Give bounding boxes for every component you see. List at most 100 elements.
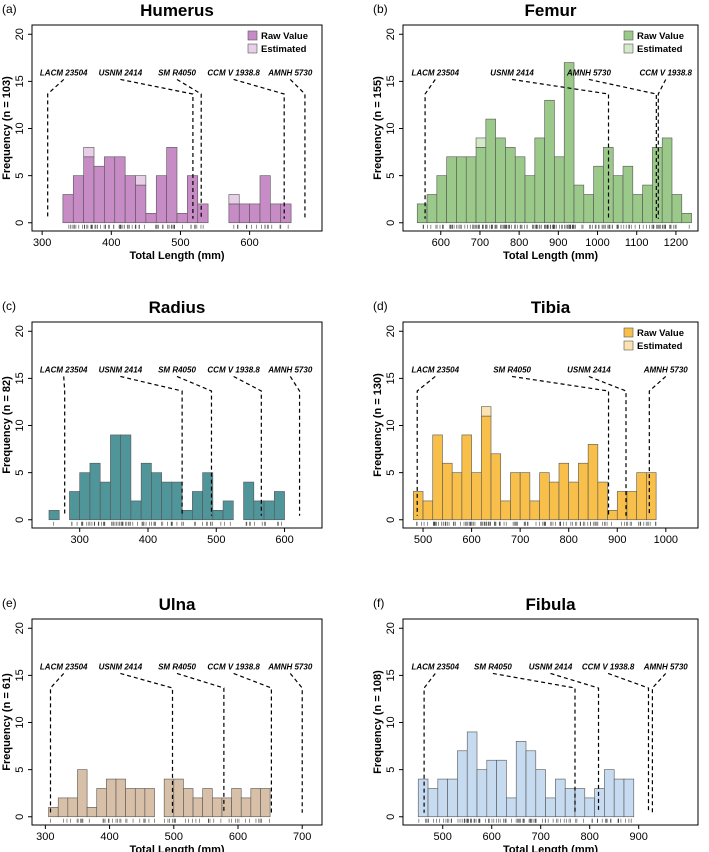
y-tick-label: 10 (385, 122, 397, 134)
bar-raw (144, 788, 155, 818)
y-tick-label: 0 (385, 220, 397, 226)
specimen-marker-line (289, 376, 301, 516)
x-tick-label: 600 (275, 534, 293, 546)
specimen-label: AMNH 5730 (267, 662, 313, 671)
x-tick-label: 900 (630, 831, 648, 843)
panel-radius: (c) Radius 0 5 10 15 20 Frequency (n = 82) 300 40… (1, 298, 323, 546)
bar-raw (124, 175, 136, 224)
bar-raw (48, 510, 60, 521)
bar-raw (486, 759, 497, 818)
y-tick-label: 5 (14, 767, 26, 773)
bar-raw (231, 788, 242, 818)
x-axis-label: Total Length (mm) (503, 844, 598, 852)
panel-letter: (d) (373, 299, 388, 313)
x-tick-label: 1000 (585, 237, 609, 249)
panel-humerus: (a) Humerus 0 5 10 15 20 Frequency (n = 103) 300… (1, 1, 323, 262)
rug-marks (53, 521, 282, 526)
bar-raw (563, 62, 575, 224)
bar-raw (250, 788, 261, 818)
y-tick-label: 20 (385, 622, 397, 634)
plot-frame (402, 618, 699, 826)
specimen-label: SM R4050 (158, 68, 196, 77)
panel-title: Femur (525, 1, 577, 20)
specimen-label: LACM 23504 (411, 68, 459, 77)
x-tick-label: 700 (511, 534, 529, 546)
bar-estimated (475, 137, 487, 148)
specimen-label: LACM 23504 (40, 68, 88, 77)
bar-raw (622, 165, 634, 224)
bar-raw (222, 500, 234, 521)
bar-raw (125, 788, 136, 818)
bar-raw (554, 156, 565, 224)
bar-raw (471, 472, 482, 521)
bar-raw (263, 500, 275, 521)
specimen-label: AMNH 5730 (643, 662, 689, 671)
bar-raw (413, 491, 424, 521)
plot-frame (31, 321, 323, 529)
bar-raw (519, 472, 531, 521)
plot-frame (402, 24, 699, 232)
specimen-marker-line (47, 79, 65, 219)
bar-raw (548, 481, 560, 521)
bar-raw (623, 778, 635, 818)
bar-raw (270, 203, 282, 224)
bar-estimated (83, 147, 95, 158)
specimen-marker-line (233, 78, 285, 219)
bar-raw (69, 491, 81, 521)
bar-raw (475, 147, 487, 224)
bar-raw (642, 184, 653, 224)
x-tick-label: 500 (434, 831, 452, 843)
x-tick-label: 800 (510, 237, 528, 249)
x-tick-label: 1200 (664, 237, 688, 249)
specimen-marker-line (176, 78, 202, 219)
specimen-label: AMNH 5730 (643, 365, 689, 374)
bar-raw (578, 462, 589, 521)
legend-swatch-estimated (623, 340, 634, 351)
bar-raw (240, 797, 252, 818)
bar-raw (456, 156, 467, 224)
bar-raw (573, 184, 585, 224)
x-tick-label: 1000 (654, 534, 678, 546)
bar-raw (587, 444, 599, 521)
bar-raw (447, 778, 458, 818)
bar-raw (115, 778, 126, 818)
bar-raw (166, 147, 178, 224)
y-tick-label: 15 (14, 372, 26, 384)
x-tick-label: 300 (36, 831, 54, 843)
y-tick-label: 10 (385, 716, 397, 728)
bar-raw (597, 481, 608, 521)
rug-marks (418, 818, 632, 823)
bar-raw (273, 491, 285, 521)
x-tick-label: 600 (240, 237, 258, 249)
y-tick-label: 20 (14, 28, 26, 40)
rug-marks (68, 224, 289, 229)
x-axis-label: Total Length (mm) (129, 250, 224, 262)
y-axis-label: Frequency (n = 82) (1, 376, 13, 474)
legend-label-estimated: Estimated (637, 44, 683, 55)
panel-title: Fibula (525, 595, 576, 614)
bar-raw (173, 778, 184, 818)
bar-raw (83, 156, 95, 224)
y-tick-label: 15 (14, 669, 26, 681)
bar-raw (466, 731, 478, 818)
specimen-label: USNM 2414 (99, 68, 143, 77)
bar-raw (238, 203, 250, 224)
rug-marks (422, 224, 690, 229)
y-tick-label: 0 (385, 517, 397, 523)
y-axis-label: Frequency (n = 108) (372, 670, 384, 774)
bar-raw (176, 213, 188, 224)
bar-raw (417, 778, 429, 818)
specimen-marker-line (424, 79, 436, 219)
bar-raw (646, 472, 657, 521)
specimen-marker-line (176, 672, 225, 813)
legend-label-estimated: Estimated (637, 341, 683, 352)
bar-raw (77, 769, 88, 818)
x-tick-label: 800 (581, 831, 599, 843)
bar-raw (79, 472, 91, 521)
bar-raw (96, 788, 107, 818)
y-axis-label: Frequency (n = 130) (372, 373, 384, 477)
y-tick-label: 10 (14, 716, 26, 728)
y-tick-label: 15 (385, 669, 397, 681)
specimen-marker-line (651, 673, 667, 813)
bar-raw (183, 788, 194, 818)
